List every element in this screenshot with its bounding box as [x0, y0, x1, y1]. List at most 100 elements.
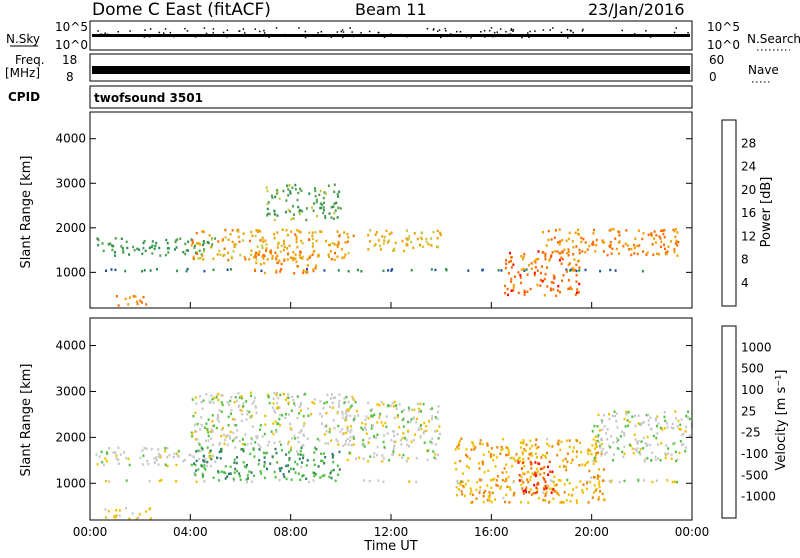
heatmap-cell	[590, 452, 593, 456]
heatmap-cell	[296, 416, 299, 420]
heatmap-cell	[595, 451, 598, 455]
noise-search-point	[342, 36, 344, 38]
heatmap-cell	[456, 481, 459, 485]
heatmap-cell	[296, 198, 299, 202]
heatmap-cell	[112, 244, 115, 248]
heatmap-cell	[264, 423, 267, 426]
heatmap-cell	[195, 450, 198, 453]
heatmap-cell	[191, 239, 194, 242]
heatmap-cell	[329, 427, 332, 431]
heatmap-cell	[314, 187, 316, 190]
heatmap-cell	[251, 425, 254, 428]
heatmap-cell	[465, 453, 467, 457]
heatmap-cell	[386, 432, 389, 435]
heatmap-cell	[182, 250, 185, 254]
heatmap-cell	[203, 230, 205, 234]
heatmap-cell	[539, 278, 542, 282]
heatmap-cell	[508, 486, 511, 489]
heatmap-cell	[291, 186, 294, 190]
heatmap-cell	[269, 251, 271, 254]
heatmap-cell	[596, 477, 599, 480]
heatmap-cell	[97, 243, 100, 247]
heatmap-cell	[336, 244, 339, 247]
heatmap-cell	[621, 450, 624, 454]
heatmap-cell	[679, 440, 682, 443]
heatmap-cell	[418, 407, 421, 411]
heatmap-cell	[250, 253, 252, 257]
heatmap-cell	[190, 463, 193, 467]
heatmap-cell	[352, 443, 355, 446]
heatmap-cell	[547, 229, 550, 233]
heatmap-cell	[157, 452, 160, 456]
noise-left-label: N.Sky	[6, 32, 40, 46]
heatmap-cell	[393, 249, 396, 252]
heatmap-cell	[616, 447, 619, 450]
heatmap-cell	[534, 472, 537, 475]
heatmap-cell	[295, 235, 298, 238]
heatmap-cell	[622, 244, 625, 248]
heatmap-cell	[427, 242, 430, 246]
heatmap-cell	[312, 269, 315, 273]
heatmap-cell	[670, 453, 673, 456]
heatmap-cell	[248, 258, 251, 261]
heatmap-cell	[151, 240, 154, 243]
heatmap-cell	[674, 410, 677, 413]
heatmap-cell	[315, 239, 318, 243]
heatmap-cell	[100, 450, 103, 454]
heatmap-cell	[127, 303, 130, 306]
heatmap-cell	[211, 443, 214, 447]
heatmap-cell	[158, 246, 161, 250]
heatmap-cell	[665, 444, 668, 447]
heatmap-cell	[210, 394, 213, 397]
noise-search-point	[567, 37, 569, 39]
heatmap-cell	[578, 248, 581, 252]
heatmap-cell	[280, 466, 283, 470]
heatmap-cell	[591, 430, 594, 433]
heatmap-cell	[384, 421, 387, 425]
heatmap-cell	[276, 214, 279, 217]
heatmap-cell	[231, 240, 234, 244]
heatmap-cell	[653, 230, 656, 233]
heatmap-cell	[210, 428, 213, 431]
heatmap-cell	[323, 462, 326, 465]
heatmap-cell	[536, 269, 539, 272]
heatmap-cell	[673, 250, 676, 254]
heatmap-cell	[670, 457, 673, 461]
heatmap-cell	[412, 439, 415, 442]
heatmap-cell	[198, 443, 201, 446]
heatmap-cell	[559, 479, 562, 482]
heatmap-cell	[201, 407, 204, 410]
heatmap-cell	[636, 252, 639, 256]
heatmap-cell	[188, 453, 191, 457]
heatmap-cell	[227, 258, 230, 262]
heatmap-cell	[632, 452, 635, 455]
heatmap-cell	[329, 250, 332, 253]
noise-search-point	[275, 34, 278, 37]
heatmap-cell	[536, 456, 538, 459]
heatmap-cell	[222, 471, 225, 474]
heatmap-cell	[290, 409, 293, 412]
heatmap-cell	[143, 239, 146, 243]
heatmap-cell	[164, 463, 167, 466]
heatmap-cell	[294, 404, 297, 407]
heatmap-cell	[348, 451, 351, 454]
heatmap-cell	[530, 467, 533, 470]
heatmap-cell	[307, 414, 310, 417]
cpid-program: twofsound 3501	[94, 91, 203, 105]
heatmap-cell	[108, 480, 111, 483]
heatmap-cell	[512, 263, 515, 266]
y-tick-label: 2000	[55, 430, 86, 444]
heatmap-cell	[479, 486, 482, 489]
heatmap-cell	[313, 402, 316, 405]
heatmap-cell	[525, 486, 528, 489]
heatmap-cell	[204, 458, 207, 461]
heatmap-cell	[297, 191, 300, 195]
heatmap-cell	[344, 419, 347, 422]
heatmap-cell	[455, 486, 458, 489]
heatmap-cell	[458, 443, 460, 447]
heatmap-cell	[609, 244, 612, 247]
heatmap-cell	[283, 245, 286, 249]
heatmap-cell	[601, 479, 604, 482]
heatmap-cell	[286, 258, 289, 261]
heatmap-cell	[426, 449, 428, 453]
